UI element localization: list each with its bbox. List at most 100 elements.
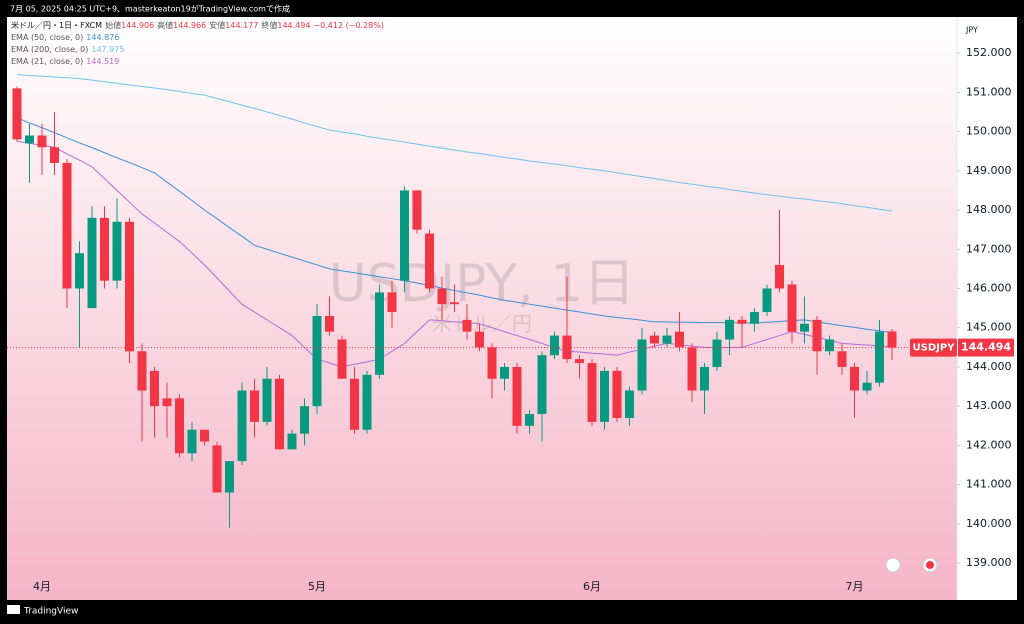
legend-title: 米ドル／円・1日・FXCM <box>11 21 103 30</box>
candle-body <box>437 288 447 305</box>
candle-body <box>62 162 72 289</box>
candle-body <box>525 414 534 426</box>
price-tag <box>958 338 1014 357</box>
candle-body <box>287 433 297 450</box>
ohlc-label: 終値 <box>261 21 278 30</box>
candle-body <box>837 351 847 367</box>
x-tick-label: 6月 <box>583 580 601 593</box>
legend-row: EMA (50, close, 0) 144.876 <box>11 32 387 44</box>
candle-body <box>887 331 897 348</box>
candle-body <box>825 339 834 352</box>
candle-body <box>250 390 259 422</box>
candle-body <box>700 366 709 391</box>
legend-row: EMA (21, close, 0) 144.519 <box>11 56 387 68</box>
legend-row: EMA (200, close, 0) 147.975 <box>11 44 387 56</box>
candle-body <box>50 147 59 163</box>
events-icon[interactable] <box>885 557 901 573</box>
candle-body <box>750 312 759 324</box>
candle-body <box>662 335 672 344</box>
symbol-tag-text: USDJPY <box>913 343 956 354</box>
candle-body <box>12 88 22 140</box>
candle-body <box>775 264 784 289</box>
candle-body <box>687 347 697 391</box>
y-tick-label: 148.000 <box>966 203 1012 216</box>
candle-body <box>550 335 559 356</box>
candle-body <box>337 339 347 379</box>
legend: 米ドル／円・1日・FXCM 始値144.906 高値144.966 安値144.177… <box>11 20 387 68</box>
candle-body <box>150 370 159 407</box>
candle-body <box>112 221 122 281</box>
candle-body <box>862 382 872 391</box>
ohlc-value: 144.966 <box>173 21 207 30</box>
candle-body <box>400 190 409 281</box>
candle-body <box>225 461 234 493</box>
y-tick-label: 139.000 <box>966 556 1012 569</box>
candle-body <box>325 315 334 332</box>
legend-value: 144.876 <box>86 33 120 42</box>
candle-body <box>537 355 547 415</box>
candle-body <box>200 429 209 442</box>
candle-body <box>412 190 422 230</box>
candle-body <box>737 319 747 324</box>
y-tick-label: 152.000 <box>966 46 1012 59</box>
ohlc-label: 始値 <box>105 21 122 30</box>
candle-body <box>137 351 147 391</box>
candle-body <box>100 217 109 281</box>
candle-body <box>787 284 797 332</box>
x-tick-label: 5月 <box>308 580 326 593</box>
candle-body <box>487 347 497 379</box>
candle-body <box>612 370 622 418</box>
y-tick-label: 142.000 <box>966 438 1012 451</box>
x-tick-label: 7月 <box>846 580 864 593</box>
candle-body <box>712 339 722 367</box>
ohlc-value: 144.906 <box>121 21 155 30</box>
price-tag-text: 144.494 <box>961 341 1011 354</box>
candle-body <box>425 233 434 289</box>
candle-body <box>187 429 197 454</box>
candle-body <box>875 331 884 383</box>
candle-body <box>175 398 184 454</box>
candle-body <box>375 292 384 375</box>
candle-body <box>25 135 34 144</box>
candle-body <box>587 363 597 422</box>
legend-entry: EMA (50, close, 0) <box>11 33 84 42</box>
y-tick-label: 144.000 <box>966 360 1012 373</box>
candle-body <box>812 319 822 352</box>
y-tick-label: 149.000 <box>966 164 1012 177</box>
candle-body <box>312 315 322 407</box>
candle-body <box>650 335 659 344</box>
y-tick-label: 141.000 <box>966 478 1012 491</box>
candle-body <box>512 366 522 426</box>
y-tick-label: 145.000 <box>966 321 1012 334</box>
symbol-tag <box>910 338 957 357</box>
y-tick-label: 146.000 <box>966 281 1012 294</box>
candle-body <box>500 366 509 379</box>
y-tick-label: 140.000 <box>966 517 1012 530</box>
candle-body <box>850 366 859 391</box>
candle-body <box>300 406 309 434</box>
logo <box>7 605 20 614</box>
legend-entry: EMA (200, close, 0) <box>11 45 89 54</box>
legend-value: 144.519 <box>86 57 120 66</box>
y-tick-label: 147.000 <box>966 242 1012 255</box>
candle-body <box>600 370 609 422</box>
candle-body <box>162 398 172 407</box>
candle-body <box>675 331 684 348</box>
candle-body <box>262 378 272 422</box>
legend-value: 147.975 <box>91 45 125 54</box>
candle-body <box>75 253 84 289</box>
candle-body <box>575 359 584 364</box>
footer: TradingView <box>23 607 78 617</box>
candle-body <box>462 319 472 332</box>
legend-row: 米ドル／円・1日・FXCM 始値144.906 高値144.966 安値144.177… <box>11 20 387 32</box>
plot-background <box>7 17 957 600</box>
candle-body <box>237 390 247 462</box>
y-tick-label: 151.000 <box>966 85 1012 98</box>
ohlc-label: 高値 <box>157 21 174 30</box>
candle-body <box>212 445 222 493</box>
ema-line <box>16 140 893 368</box>
candle-body <box>362 374 372 430</box>
candle-body <box>275 378 284 450</box>
